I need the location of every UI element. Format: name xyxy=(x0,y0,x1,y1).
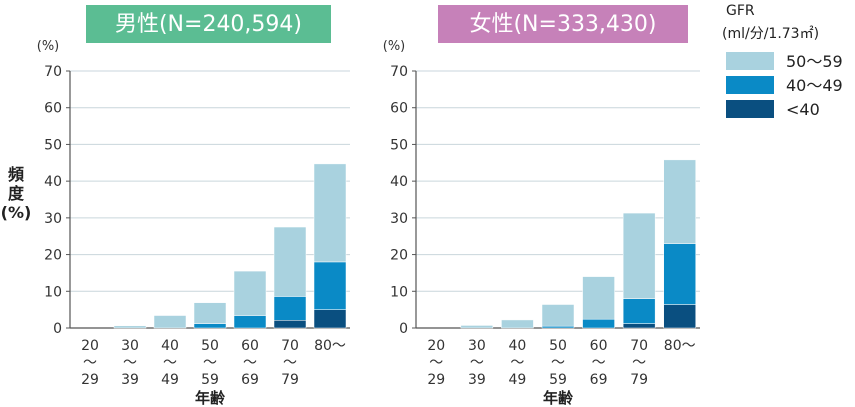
bar-segment xyxy=(622,298,656,324)
legend-swatch xyxy=(726,52,774,70)
x-category-label: 39 xyxy=(121,372,139,388)
bar-segment xyxy=(663,243,696,305)
y-tick-label: 70 xyxy=(44,64,62,80)
bar-segment xyxy=(663,159,696,244)
y-tick-label: 20 xyxy=(44,248,62,264)
x-category-label: 79 xyxy=(281,372,299,388)
x-category-label: 70 xyxy=(630,338,648,354)
x-category-label: 〜 xyxy=(429,355,443,371)
y-tick-label: 20 xyxy=(390,248,408,264)
bar-segment xyxy=(582,276,615,320)
bar-segment xyxy=(113,325,147,329)
y-tick-label: 10 xyxy=(44,284,62,300)
y-tick-label: 0 xyxy=(399,321,408,337)
bar-segment xyxy=(541,304,575,327)
x-category-label: 40 xyxy=(509,338,527,354)
legend: GFR (ml/分/1.73㎡) 50〜59 40〜49 <40 xyxy=(722,3,843,119)
x-category-label: 69 xyxy=(241,372,259,388)
y-tick-label: 30 xyxy=(390,211,408,227)
bar-segment xyxy=(313,261,347,310)
x-category-label: 20 xyxy=(81,338,99,354)
legend-label: 40〜49 xyxy=(786,76,843,95)
bar-segment xyxy=(193,302,227,324)
x-category-label: 59 xyxy=(549,372,567,388)
y-tick-label: 60 xyxy=(44,101,62,117)
x-category-label: 30 xyxy=(121,338,139,354)
x-category-label: 29 xyxy=(427,372,445,388)
x-category-label: 49 xyxy=(161,372,179,388)
bar-segment xyxy=(153,315,187,329)
legend-label: <40 xyxy=(786,100,820,119)
x-category-label: 29 xyxy=(81,372,99,388)
bar-segment xyxy=(460,325,494,329)
x-category-label: 70 xyxy=(281,338,299,354)
x-category-label: 〜 xyxy=(283,355,297,371)
x-category-label: 〜 xyxy=(203,355,217,371)
x-category-label: 20 xyxy=(427,338,445,354)
y-tick-label: 50 xyxy=(390,137,408,153)
y-tick-label: 40 xyxy=(44,174,62,190)
chart-panel-2: 女性(N=333,430)(%)01020304050607020〜2930〜3… xyxy=(383,5,700,407)
x-category-label: 80〜 xyxy=(314,338,346,354)
y-tick-label: 70 xyxy=(390,64,408,80)
y-tick-label: 30 xyxy=(44,211,62,227)
legend-swatch xyxy=(726,76,774,94)
bar-segment xyxy=(582,318,615,329)
bar-segment xyxy=(273,296,307,321)
chart-title-badge xyxy=(86,5,331,43)
x-category-label: 59 xyxy=(201,372,219,388)
bar-segment xyxy=(233,270,267,316)
y-tick-label: 40 xyxy=(390,174,408,190)
x-category-label: 〜 xyxy=(83,355,97,371)
x-category-label: 〜 xyxy=(243,355,257,371)
y-tick-label: 10 xyxy=(390,284,408,300)
chart-title-badge xyxy=(438,5,688,43)
x-category-label: 79 xyxy=(630,372,648,388)
x-category-label: 〜 xyxy=(163,355,177,371)
x-category-label: 40 xyxy=(161,338,179,354)
x-category-label: 39 xyxy=(468,372,486,388)
x-category-label: 49 xyxy=(509,372,527,388)
y-tick-label: 50 xyxy=(44,137,62,153)
bar-segment xyxy=(501,319,534,329)
x-category-label: 69 xyxy=(590,372,608,388)
bar-segment xyxy=(541,325,575,329)
bar-segment xyxy=(233,315,267,329)
x-category-label: 〜 xyxy=(470,355,484,371)
bar-segment xyxy=(273,226,307,297)
bar-segment xyxy=(663,304,696,329)
bar-segment xyxy=(622,323,656,329)
y-tick-label: 0 xyxy=(53,321,62,337)
x-category-label: 〜 xyxy=(551,355,565,371)
bar-segment xyxy=(313,163,347,263)
x-category-label: 〜 xyxy=(592,355,606,371)
x-category-label: 30 xyxy=(468,338,486,354)
chart-title: 男性(N=240,594) xyxy=(115,12,302,37)
y-axis-unit: (%) xyxy=(383,39,406,54)
x-category-label: 50 xyxy=(549,338,567,354)
x-category-label: 50 xyxy=(201,338,219,354)
chart-panel-1: 男性(N=240,594)(%)01020304050607020〜2930〜3… xyxy=(1,5,350,407)
bar-segment xyxy=(273,320,307,329)
x-category-label: 80〜 xyxy=(664,338,696,354)
x-category-label: 〜 xyxy=(632,355,646,371)
x-category-label: 60 xyxy=(590,338,608,354)
x-axis-title: 年齢 xyxy=(543,389,574,407)
chart-title: 女性(N=333,430) xyxy=(469,12,656,37)
x-axis-title: 年齢 xyxy=(195,389,226,407)
x-category-label: 60 xyxy=(241,338,259,354)
y-axis-unit: (%) xyxy=(37,39,60,54)
x-category-label: 〜 xyxy=(123,355,137,371)
bar-segment xyxy=(622,212,656,299)
y-axis-title: 頻度(%) xyxy=(1,165,32,222)
y-tick-label: 60 xyxy=(390,101,408,117)
bar-segment xyxy=(193,323,227,329)
x-category-label: 〜 xyxy=(510,355,524,371)
legend-label: 50〜59 xyxy=(786,52,843,71)
legend-subtitle: (ml/分/1.73㎡) xyxy=(722,26,819,42)
legend-title: GFR xyxy=(726,3,755,19)
legend-swatch xyxy=(726,100,774,118)
bar-segment xyxy=(313,309,347,329)
